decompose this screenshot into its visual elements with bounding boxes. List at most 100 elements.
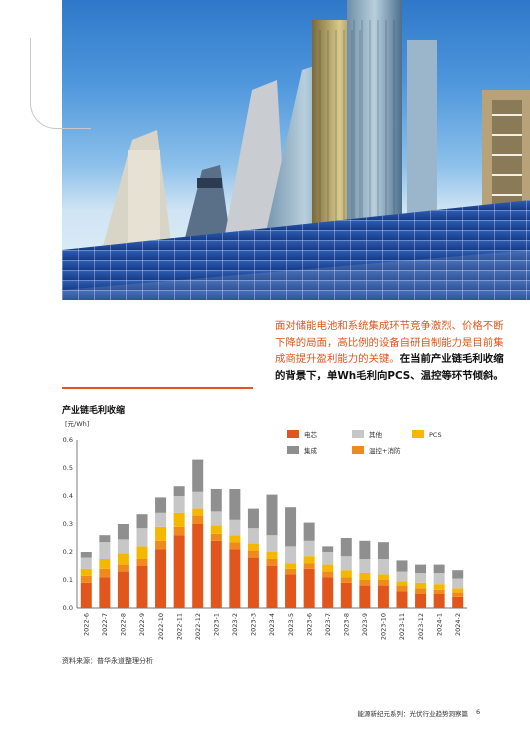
bar-segment bbox=[117, 524, 129, 540]
x-tick-label: 2022-10 bbox=[157, 613, 165, 640]
section-divider bbox=[62, 387, 253, 389]
bar-segment bbox=[229, 519, 241, 536]
bar-segment bbox=[99, 535, 111, 543]
bar-segment bbox=[136, 566, 148, 608]
bar-segment bbox=[285, 563, 297, 569]
bar-segment bbox=[452, 592, 464, 597]
bar-segment bbox=[117, 564, 129, 572]
bar-segment bbox=[452, 596, 464, 608]
x-tick-label: 2023-5 bbox=[287, 613, 295, 636]
bar-segment bbox=[117, 539, 129, 554]
legend-swatch bbox=[352, 430, 364, 438]
bar-segment bbox=[210, 533, 222, 541]
bar-segment bbox=[452, 578, 464, 589]
y-tick-label: 0.4 bbox=[63, 492, 73, 500]
bar-segment bbox=[192, 524, 204, 608]
highlight-quote: 面对储能电池和系统集成环节竞争激烈、价格不断下降的局面，高比例的设备自研自制能力… bbox=[275, 318, 507, 384]
bar-segment bbox=[377, 559, 389, 575]
bar-segment bbox=[285, 568, 297, 575]
y-tick-label: 0.2 bbox=[63, 548, 73, 556]
legend-label: 电芯 bbox=[304, 430, 318, 439]
x-tick-label: 2023-10 bbox=[380, 613, 388, 640]
bar-segment bbox=[80, 568, 92, 576]
bar-segment bbox=[155, 497, 167, 513]
margin-chart: [元/Wh] 0.0 0.1 0.2 0.3 0.4 0.5 0.6 2022-6 2022-7… bbox=[55, 415, 480, 654]
bar-segment bbox=[136, 559, 148, 566]
bar-segment bbox=[99, 559, 111, 569]
legend-label: PCS bbox=[429, 431, 442, 439]
legend-label: 温控+消防 bbox=[369, 446, 401, 455]
decorative-corner-line bbox=[30, 38, 91, 129]
x-tick-label: 2022-9 bbox=[138, 613, 146, 636]
bar-segment bbox=[210, 525, 222, 534]
quote-bold-text: 在当前产业链毛利收缩的背景下，单Wh毛利向PCS、温控等环节倾斜。 bbox=[275, 353, 504, 382]
bar-segment bbox=[80, 582, 92, 608]
bar-segment bbox=[396, 571, 408, 582]
bar-segment bbox=[136, 514, 148, 529]
bar-segment bbox=[247, 543, 259, 551]
quote-orange-text: 面对储能电池和系统集成环节竞争激烈、价格不断下降的局面，高比例的设备自研自制能力… bbox=[275, 320, 504, 365]
city-solar-illustration bbox=[62, 0, 530, 300]
x-tick-label: 2022-12 bbox=[194, 613, 202, 640]
bar-segment bbox=[229, 542, 241, 550]
x-tick-label: 2022-11 bbox=[175, 613, 183, 640]
bar-segment bbox=[210, 511, 222, 526]
bar-segment bbox=[303, 563, 315, 569]
x-tick-label: 2024-1 bbox=[435, 613, 443, 636]
bar-segment bbox=[377, 574, 389, 580]
bar-segment bbox=[433, 584, 445, 590]
bar-segment bbox=[396, 581, 408, 586]
bar-segment bbox=[452, 570, 464, 579]
bar-segment bbox=[340, 538, 352, 557]
y-tick-label: 0.1 bbox=[63, 576, 73, 584]
stacked-bar-chart: [元/Wh] 0.0 0.1 0.2 0.3 0.4 0.5 0.6 2022-6 2022-7… bbox=[63, 420, 467, 640]
bar-segment bbox=[322, 552, 334, 565]
bar-segment bbox=[340, 556, 352, 571]
bar-segment bbox=[285, 507, 297, 547]
bar-segment bbox=[303, 568, 315, 608]
y-tick-label: 0.5 bbox=[63, 464, 73, 472]
bar-segment bbox=[192, 459, 204, 492]
bar-segment bbox=[452, 588, 464, 593]
y-tick-label: 0.0 bbox=[63, 604, 73, 612]
bar-segment bbox=[173, 512, 185, 527]
footer-series-title: 能源新纪元系列：光伏行业趋势洞察篇 bbox=[357, 710, 469, 718]
y-tick-label: 0.3 bbox=[63, 520, 73, 528]
bar-segment bbox=[117, 571, 129, 608]
bar-segment bbox=[173, 496, 185, 513]
bar-segment bbox=[359, 540, 371, 559]
bar-segment bbox=[229, 489, 241, 520]
x-tick-label: 2023-4 bbox=[268, 613, 276, 636]
y-tick-label: 0.6 bbox=[63, 436, 73, 444]
y-unit-label: [元/Wh] bbox=[65, 420, 89, 428]
bar-segment bbox=[303, 540, 315, 557]
x-tick-label: 2023-1 bbox=[212, 613, 220, 636]
bar-segment bbox=[322, 571, 334, 578]
bar-segment bbox=[173, 535, 185, 608]
bar-segment bbox=[99, 577, 111, 608]
bar-segment bbox=[155, 526, 167, 541]
legend-label: 其他 bbox=[369, 430, 383, 439]
quote-box bbox=[259, 302, 493, 364]
bar-segment bbox=[247, 528, 259, 544]
bar-segment bbox=[266, 494, 278, 536]
bar-segment bbox=[303, 556, 315, 564]
x-tick-label: 2022-6 bbox=[82, 613, 90, 636]
bar-segment bbox=[136, 528, 148, 547]
bar-segment bbox=[192, 491, 204, 509]
x-tick-label: 2023-2 bbox=[231, 613, 239, 636]
bar-segment bbox=[210, 489, 222, 512]
page-number: 6 bbox=[476, 708, 481, 716]
bar-segment bbox=[322, 577, 334, 608]
bar-segment bbox=[340, 582, 352, 608]
bar-segment bbox=[99, 542, 111, 559]
x-tick-label: 2024-2 bbox=[454, 613, 462, 636]
bar-segment bbox=[303, 522, 315, 541]
x-tick-label: 2023-7 bbox=[324, 613, 332, 636]
bar-segment bbox=[433, 564, 445, 573]
x-tick-label: 2022-7 bbox=[101, 613, 109, 636]
bar-segment bbox=[266, 566, 278, 608]
x-tick-label: 2023-9 bbox=[361, 613, 369, 636]
bar-segment bbox=[99, 568, 111, 578]
bar-segment bbox=[359, 559, 371, 573]
